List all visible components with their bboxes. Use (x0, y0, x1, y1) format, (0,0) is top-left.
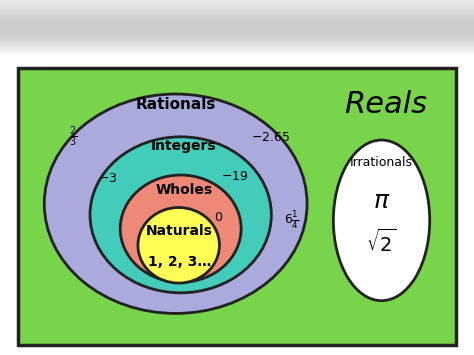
Bar (0, 2, 474, 3)
Bar (0, 55, 474, 56)
Bar (0, 5, 474, 6)
Text: $\sqrt{2}$: $\sqrt{2}$ (366, 229, 397, 256)
Text: $-2.65$: $-2.65$ (251, 131, 290, 144)
Text: 1, 2, 3…: 1, 2, 3… (148, 255, 211, 269)
Text: Reals: Reals (344, 89, 428, 119)
Text: $-3$: $-3$ (98, 172, 117, 185)
Bar (0, 30, 474, 31)
Ellipse shape (333, 140, 430, 301)
Text: $6\frac{1}{4}$: $6\frac{1}{4}$ (283, 209, 299, 231)
Ellipse shape (120, 175, 241, 282)
Bar (0, 11, 474, 12)
Ellipse shape (138, 207, 219, 283)
Bar (0, 18, 474, 19)
Bar (0, 50, 474, 51)
Bar (0, 13, 474, 14)
Bar (0, 51, 474, 52)
Ellipse shape (44, 94, 307, 313)
Bar (0, 41, 474, 42)
Bar (0, 22, 474, 23)
Bar (0, 3, 474, 4)
Bar (0, 36, 474, 37)
Bar (0, 38, 474, 39)
Bar (0, 49, 474, 50)
Bar (0, 20, 474, 21)
Bar (0, 57, 474, 58)
Bar (0, 16, 474, 17)
Bar (0, 60, 474, 61)
Bar (0, 0, 474, 62)
Bar (0, 40, 474, 41)
Bar (0, 61, 474, 62)
Bar (0, 9, 474, 10)
Bar (0, 0, 474, 1)
Text: $-19$: $-19$ (221, 170, 248, 182)
Text: Naturals: Naturals (146, 224, 213, 239)
Bar (0, 54, 474, 55)
Bar (0, 32, 474, 33)
Bar (0, 45, 474, 46)
Bar (0, 6, 474, 7)
Bar (0, 15, 474, 16)
Text: $\pi$: $\pi$ (373, 189, 390, 213)
Bar (0, 1, 474, 2)
Bar (0, 17, 474, 18)
Bar (0, 19, 474, 20)
Bar (0, 14, 474, 15)
Bar (0, 59, 474, 60)
Ellipse shape (90, 137, 271, 293)
Bar (0, 44, 474, 45)
Bar (0, 37, 474, 38)
Bar (0, 39, 474, 40)
Bar (0, 28, 474, 29)
Bar (0, 33, 474, 34)
Text: Irrationals: Irrationals (350, 156, 413, 169)
Text: $\frac{2}{3}$: $\frac{2}{3}$ (69, 125, 77, 149)
Text: $0$: $0$ (214, 211, 224, 224)
Bar (0, 26, 474, 27)
Bar (0, 23, 474, 24)
Bar (0, 43, 474, 44)
Bar (0, 52, 474, 53)
Bar (0, 8, 474, 9)
Bar (0, 29, 474, 30)
Bar (0, 24, 474, 25)
Bar (0, 21, 474, 22)
Bar (0, 12, 474, 13)
Text: Integers: Integers (151, 138, 217, 153)
Bar (0, 34, 474, 35)
Text: Wholes: Wholes (155, 183, 212, 197)
Bar (0, 10, 474, 11)
Text: Rationals: Rationals (136, 97, 216, 111)
Bar (0, 35, 474, 36)
Bar (0, 42, 474, 43)
Bar (0, 31, 474, 32)
Bar (0, 46, 474, 47)
Bar (0, 25, 474, 26)
Bar (0, 48, 474, 49)
Bar (0, 4, 474, 5)
Bar (0, 27, 474, 28)
Bar (0, 7, 474, 8)
Bar (18, 68, 456, 345)
Bar (0, 47, 474, 48)
Bar (0, 53, 474, 54)
Bar (0, 58, 474, 59)
Bar (0, 56, 474, 57)
